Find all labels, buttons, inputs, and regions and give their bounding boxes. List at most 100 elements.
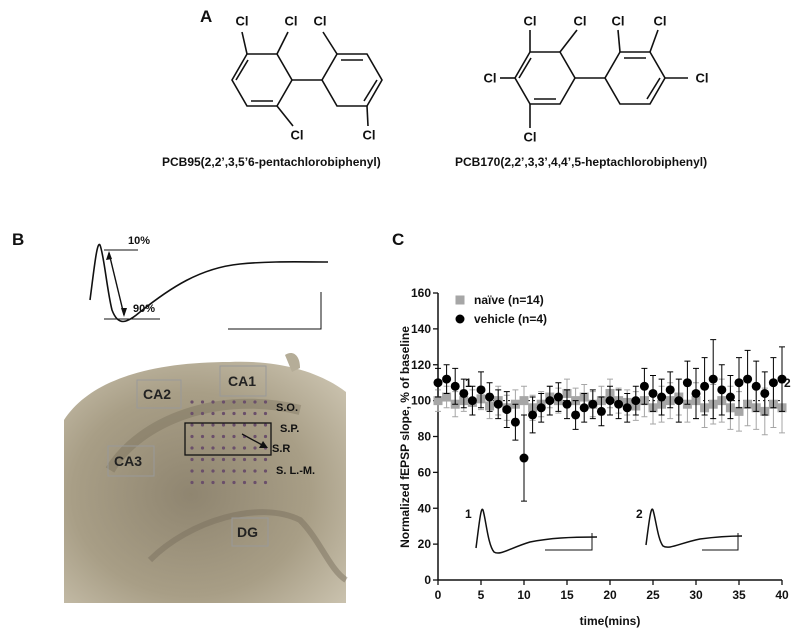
data-point	[485, 392, 495, 402]
electrode	[221, 434, 226, 439]
electrode	[221, 480, 226, 485]
atom-label: Cl	[524, 13, 537, 28]
electrode	[232, 469, 236, 473]
region-label: CA3	[114, 453, 142, 469]
electrode	[200, 400, 205, 404]
data-point	[777, 374, 787, 384]
x-tick-label: 35	[732, 588, 746, 602]
data-point	[467, 396, 477, 406]
electrode	[190, 480, 194, 485]
electrode	[263, 457, 268, 462]
annotation: 2	[636, 507, 643, 521]
data-point	[657, 392, 667, 402]
atom-label: Cl	[314, 13, 327, 28]
trace-label: 90%	[133, 303, 155, 315]
slice-image	[64, 345, 348, 603]
atom-label: Cl	[291, 127, 304, 142]
electrode	[200, 411, 205, 416]
electrode	[242, 457, 247, 462]
atom-label: Cl	[524, 129, 537, 144]
data-point	[622, 403, 632, 413]
electrode	[221, 446, 226, 450]
data-point	[596, 406, 606, 416]
atom-label: Cl	[236, 13, 249, 28]
electrode	[211, 457, 215, 462]
electrode	[190, 400, 194, 404]
y-tick-label: 160	[411, 286, 431, 300]
y-tick-label: 0	[424, 573, 431, 587]
electrode	[242, 469, 247, 473]
legend-marker	[455, 295, 465, 305]
data-point	[562, 399, 572, 409]
data-point	[734, 378, 744, 388]
electrode	[253, 480, 257, 485]
electrode	[221, 457, 226, 462]
data-point	[639, 381, 649, 391]
data-point	[536, 403, 546, 413]
data-point	[519, 453, 529, 463]
electrode	[221, 423, 226, 427]
electrode	[211, 411, 215, 416]
x-tick-label: 40	[775, 588, 789, 602]
data-point	[545, 396, 555, 406]
electrode	[200, 434, 205, 439]
electrode	[253, 423, 257, 427]
x-tick-label: 15	[560, 588, 574, 602]
y-tick-label: 60	[418, 465, 432, 479]
electrode	[211, 446, 215, 450]
data-point	[682, 378, 692, 388]
annotation: 1	[465, 376, 472, 390]
electrode	[263, 423, 268, 427]
legend-label: naïve (n=14)	[474, 293, 544, 307]
electrode	[253, 469, 257, 473]
inset-traces	[475, 508, 743, 554]
electrode	[242, 423, 247, 427]
electrode	[242, 446, 247, 450]
data-point	[614, 399, 624, 409]
electrode	[253, 457, 257, 462]
x-tick-label: 20	[603, 588, 617, 602]
electrode	[263, 411, 268, 416]
data-point	[433, 378, 443, 388]
data-point	[450, 381, 460, 391]
data-point	[605, 396, 615, 406]
y-tick-label: 120	[411, 358, 431, 372]
electrode	[200, 457, 205, 462]
legend-marker	[455, 314, 465, 324]
annotation: 1	[465, 507, 472, 521]
y-tick-label: 100	[411, 394, 431, 408]
panel-letter: C	[392, 230, 404, 249]
electrode	[211, 423, 215, 427]
layer-label: S.O.	[276, 402, 298, 414]
data-point	[674, 396, 684, 406]
electrode	[253, 446, 257, 450]
electrode	[263, 469, 268, 473]
data-point	[768, 378, 778, 388]
electrode	[253, 411, 257, 416]
atom-label: Cl	[574, 13, 587, 28]
atom-label: Cl	[696, 70, 709, 85]
electrode	[242, 480, 247, 485]
electrode	[211, 434, 215, 439]
data-point	[588, 399, 598, 409]
electrode	[190, 411, 194, 416]
electrode	[200, 423, 205, 427]
electrode	[242, 400, 247, 404]
panel-letter: A	[200, 7, 212, 26]
x-tick-label: 30	[689, 588, 703, 602]
data-point	[743, 374, 753, 384]
chart: 0 20 40 60 80 100 120 140 160 0 5 10 15 20 25 30 35 40 naï…	[411, 286, 789, 602]
electrode	[211, 469, 215, 473]
data-point	[502, 405, 512, 415]
electrode	[211, 480, 215, 485]
electrode	[253, 434, 257, 439]
data-point	[751, 381, 761, 391]
data-point	[708, 374, 718, 384]
panel-letter: B	[12, 230, 24, 249]
electrode	[232, 400, 236, 404]
electrode	[190, 469, 194, 473]
compound-name: PCB95(2,2’,3,5’6-pentachlorobiphenyl)	[162, 155, 381, 169]
electrode	[221, 400, 226, 404]
electrode	[200, 446, 205, 450]
data-point	[691, 388, 701, 398]
